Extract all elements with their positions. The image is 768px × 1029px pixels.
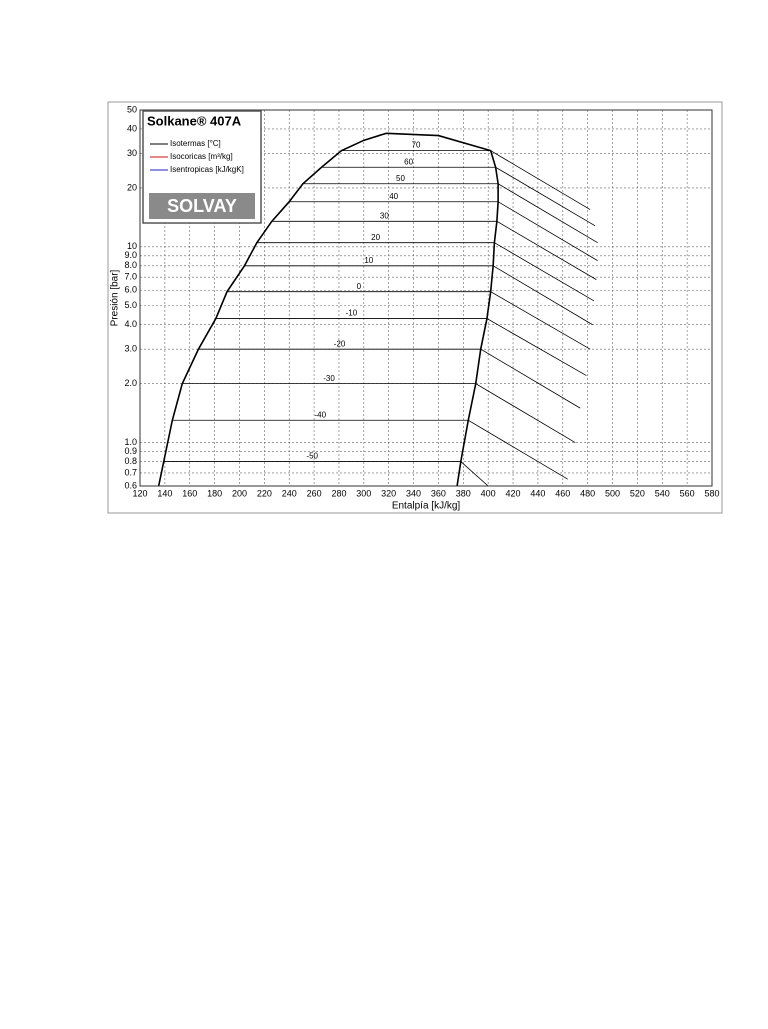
y-tick-label: 4.0 — [124, 319, 137, 329]
x-tick-label: 520 — [630, 488, 645, 498]
isotherm-label: 70 — [412, 141, 421, 150]
x-tick-label: 440 — [530, 488, 545, 498]
plot-area: 70 60 50 40 30 20 10 0 -10 -20 -30 -40 -50 — [157, 132, 598, 486]
y-tick-label: 0.7 — [124, 467, 137, 477]
y-tick-label: 30 — [127, 148, 137, 158]
y-tick-label: 7.0 — [124, 272, 137, 282]
x-tick-label: 260 — [307, 488, 322, 498]
x-tick-label: 320 — [381, 488, 396, 498]
isotherm-label: 10 — [364, 256, 373, 265]
x-tick-label: 180 — [207, 488, 222, 498]
y-tick-label: 40 — [127, 123, 137, 133]
x-tick-label: 540 — [655, 488, 670, 498]
y-tick-label: 9.0 — [124, 250, 137, 260]
x-tick-label: 420 — [506, 488, 521, 498]
y-tick-label: 5.0 — [124, 300, 137, 310]
y-tick-label: 0.9 — [124, 446, 137, 456]
y-tick-label: 6.0 — [124, 285, 137, 295]
y-tick-label: 50 — [127, 104, 137, 114]
x-tick-label: 480 — [580, 488, 595, 498]
y-axis-label: Presión [bar] — [110, 269, 121, 326]
x-tick-label: 580 — [704, 488, 719, 498]
isotherm-label: 50 — [396, 174, 405, 183]
isotherm-label: -50 — [306, 452, 318, 461]
isotherm-label: -30 — [323, 374, 335, 383]
legend-label: Isocoricas [m³/kg] — [170, 152, 233, 161]
y-tick-label: 10 — [127, 241, 137, 251]
x-tick-label: 560 — [680, 488, 695, 498]
saturation-curve — [157, 132, 499, 486]
x-tick-label: 380 — [456, 488, 471, 498]
x-tick-label: 160 — [182, 488, 197, 498]
isotherm-label: -10 — [346, 309, 358, 318]
x-tick-label: 400 — [481, 488, 496, 498]
x-tick-label: 280 — [331, 488, 346, 498]
legend-label: Isotermas [°C] — [170, 139, 221, 148]
x-tick-label: 140 — [157, 488, 172, 498]
logo-bg — [149, 193, 255, 219]
isotherm-label: -20 — [334, 339, 346, 348]
x-tick-label: 460 — [555, 488, 570, 498]
axes: 120 140 160 180 200 220 240 260 280 300 320 340 360 3… — [124, 104, 719, 498]
isotherm-label: -40 — [315, 410, 327, 419]
plot-frame — [139, 109, 713, 487]
x-tick-label: 300 — [356, 488, 371, 498]
logo: SOLVAY — [167, 196, 237, 216]
x-tick-label: 360 — [431, 488, 446, 498]
y-tick-label: 20 — [127, 182, 137, 192]
x-axis-label: Entalpía [kJ/kg] — [392, 501, 461, 512]
y-tick-label: 3.0 — [124, 344, 137, 354]
x-tick-label: 200 — [232, 488, 247, 498]
y-tick-label: 8.0 — [124, 260, 137, 270]
y-tick-label: 0.6 — [124, 480, 137, 490]
legend: Isotermas [°C] Isocoricas [m³/kg] Isentrop… — [150, 139, 244, 174]
y-tick-label: 2.0 — [124, 378, 137, 388]
isotherm-label: 60 — [404, 157, 413, 166]
x-tick-label: 220 — [257, 488, 272, 498]
x-tick-label: 240 — [282, 488, 297, 498]
x-tick-label: 340 — [406, 488, 421, 498]
isotherm-label: 0 — [357, 282, 362, 291]
legend-label: Isentropicas [kJ/kgK] — [170, 165, 244, 174]
x-tick-label: 120 — [132, 488, 147, 498]
isotherm-label: 30 — [380, 211, 389, 220]
chart-title: Solkane® 407A — [147, 113, 242, 128]
y-tick-label: 0.8 — [124, 456, 137, 466]
isotherm-label: 40 — [389, 192, 398, 201]
x-tick-label: 500 — [605, 488, 620, 498]
isotherm-label: 20 — [371, 233, 380, 242]
y-tick-label: 1.0 — [124, 437, 137, 447]
